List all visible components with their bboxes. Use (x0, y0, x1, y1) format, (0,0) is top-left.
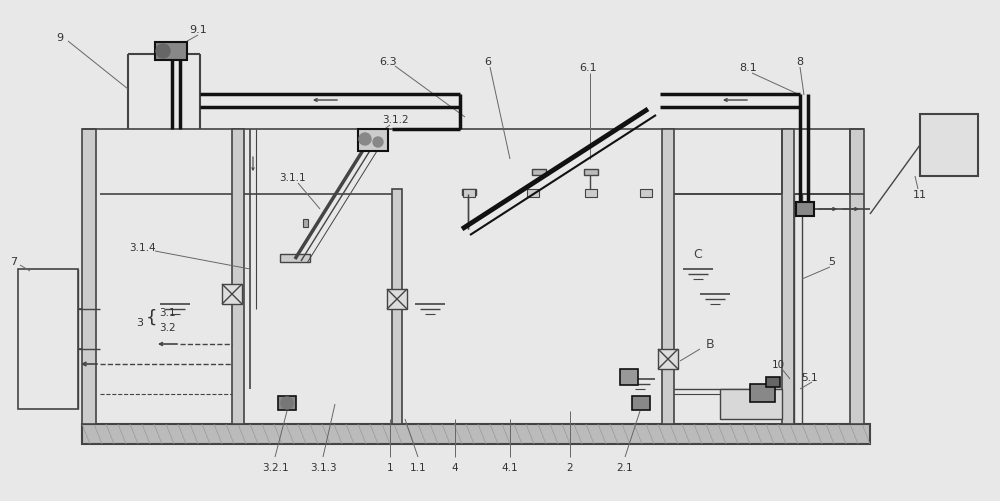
Text: 2: 2 (567, 462, 573, 472)
Text: 1: 1 (387, 462, 393, 472)
Text: 8: 8 (796, 57, 804, 67)
Bar (18, 270, 78, 409)
Bar (584, 170, 598, 176)
Text: 6.3: 6.3 (379, 57, 397, 67)
Bar (303, 219, 308, 227)
Bar (222, 285, 242, 305)
Bar (232, 130, 244, 424)
Text: {: { (146, 309, 158, 326)
Text: PLC: PLC (937, 139, 961, 152)
Bar (392, 189, 402, 424)
Text: 3.2: 3.2 (159, 322, 175, 332)
Text: 1.1: 1.1 (410, 462, 426, 472)
Text: 3: 3 (136, 317, 144, 327)
Bar (920, 115, 978, 177)
Text: 3.1.2: 3.1.2 (382, 115, 408, 125)
Circle shape (156, 45, 170, 59)
Bar (640, 189, 652, 197)
Bar (782, 130, 794, 424)
Bar (278, 396, 296, 410)
Text: 3.1: 3.1 (159, 308, 175, 317)
Text: 2.1: 2.1 (617, 462, 633, 472)
Bar (462, 189, 476, 195)
Circle shape (359, 134, 371, 146)
Bar (620, 369, 638, 385)
Circle shape (373, 138, 383, 148)
Bar (82, 424, 870, 444)
Bar (463, 189, 475, 197)
Text: 6: 6 (484, 57, 492, 67)
Bar (527, 189, 539, 197)
Bar (155, 43, 187, 61)
Text: C: C (694, 248, 702, 261)
Bar (658, 349, 678, 369)
Bar (585, 189, 597, 197)
Text: 3.1.1: 3.1.1 (279, 173, 305, 183)
Bar (850, 130, 864, 424)
Bar (720, 389, 782, 419)
Text: 3.2.1: 3.2.1 (262, 462, 288, 472)
Text: 6.1: 6.1 (579, 63, 597, 73)
Bar (662, 130, 674, 424)
Text: B: B (706, 338, 714, 351)
Text: 4: 4 (452, 462, 458, 472)
Text: 4.1: 4.1 (502, 462, 518, 472)
Text: 11: 11 (913, 189, 927, 199)
Bar (750, 384, 775, 402)
Bar (280, 255, 310, 263)
Bar (796, 202, 814, 216)
Bar (358, 130, 388, 152)
Bar (532, 170, 546, 176)
Circle shape (281, 397, 293, 409)
Text: 7: 7 (10, 257, 18, 267)
Bar (766, 377, 780, 387)
Text: 8.1: 8.1 (739, 63, 757, 73)
Text: 9: 9 (56, 33, 64, 43)
Text: 9.1: 9.1 (189, 25, 207, 35)
Bar (632, 396, 650, 410)
Text: 5: 5 (828, 257, 836, 267)
Text: 10: 10 (771, 359, 785, 369)
Bar (387, 290, 407, 310)
Bar (82, 130, 96, 424)
Text: 3.1.3: 3.1.3 (310, 462, 336, 472)
Text: 3.1.4: 3.1.4 (129, 242, 155, 253)
Text: 5.1: 5.1 (802, 372, 818, 382)
